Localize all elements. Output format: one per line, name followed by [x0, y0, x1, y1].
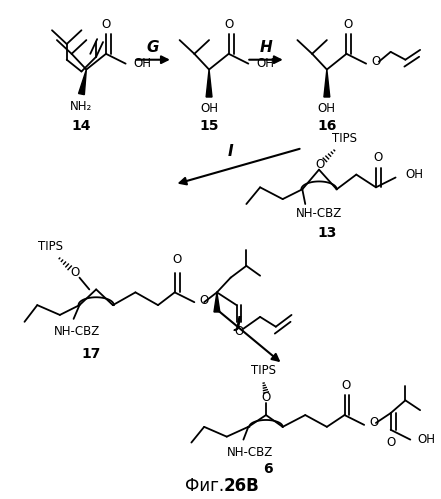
Text: 15: 15: [199, 119, 219, 133]
Text: 13: 13: [317, 227, 336, 241]
Text: TIPS: TIPS: [332, 132, 357, 145]
Text: G: G: [147, 40, 159, 55]
Text: O: O: [315, 158, 325, 171]
Text: OH: OH: [134, 57, 151, 70]
Text: 16: 16: [317, 119, 336, 133]
Polygon shape: [206, 69, 212, 97]
Text: OH: OH: [256, 57, 274, 70]
Text: O: O: [199, 294, 209, 307]
Text: O: O: [342, 379, 351, 392]
Text: O: O: [373, 151, 382, 164]
Polygon shape: [214, 292, 220, 312]
Text: OH: OH: [200, 102, 218, 115]
Text: OH: OH: [405, 168, 423, 181]
Text: NH-CBZ: NH-CBZ: [53, 325, 100, 338]
Text: NH-CBZ: NH-CBZ: [296, 207, 342, 221]
Text: O: O: [172, 253, 181, 266]
Text: O: O: [369, 417, 378, 430]
Text: J: J: [235, 316, 241, 331]
Text: O: O: [344, 18, 353, 31]
Text: NH-CBZ: NH-CBZ: [227, 446, 273, 459]
Text: O: O: [224, 18, 233, 31]
Text: 14: 14: [72, 119, 91, 133]
Text: O: O: [262, 391, 271, 404]
Text: O: O: [70, 266, 79, 279]
Text: O: O: [386, 436, 395, 449]
Text: I: I: [228, 145, 233, 160]
Text: 17: 17: [82, 347, 101, 361]
Text: O: O: [101, 18, 111, 31]
Text: O: O: [234, 325, 243, 338]
Text: H: H: [260, 40, 273, 55]
Text: NH₂: NH₂: [70, 100, 93, 113]
Text: TIPS: TIPS: [250, 364, 276, 377]
Polygon shape: [78, 69, 86, 95]
Text: 26В: 26В: [224, 477, 260, 495]
Polygon shape: [324, 69, 330, 97]
Text: O: O: [371, 55, 380, 68]
Text: OH: OH: [318, 102, 336, 115]
Text: OH: OH: [417, 433, 435, 446]
Text: Фиг.: Фиг.: [184, 477, 229, 495]
Text: 6: 6: [263, 462, 273, 476]
Text: TIPS: TIPS: [37, 240, 63, 252]
